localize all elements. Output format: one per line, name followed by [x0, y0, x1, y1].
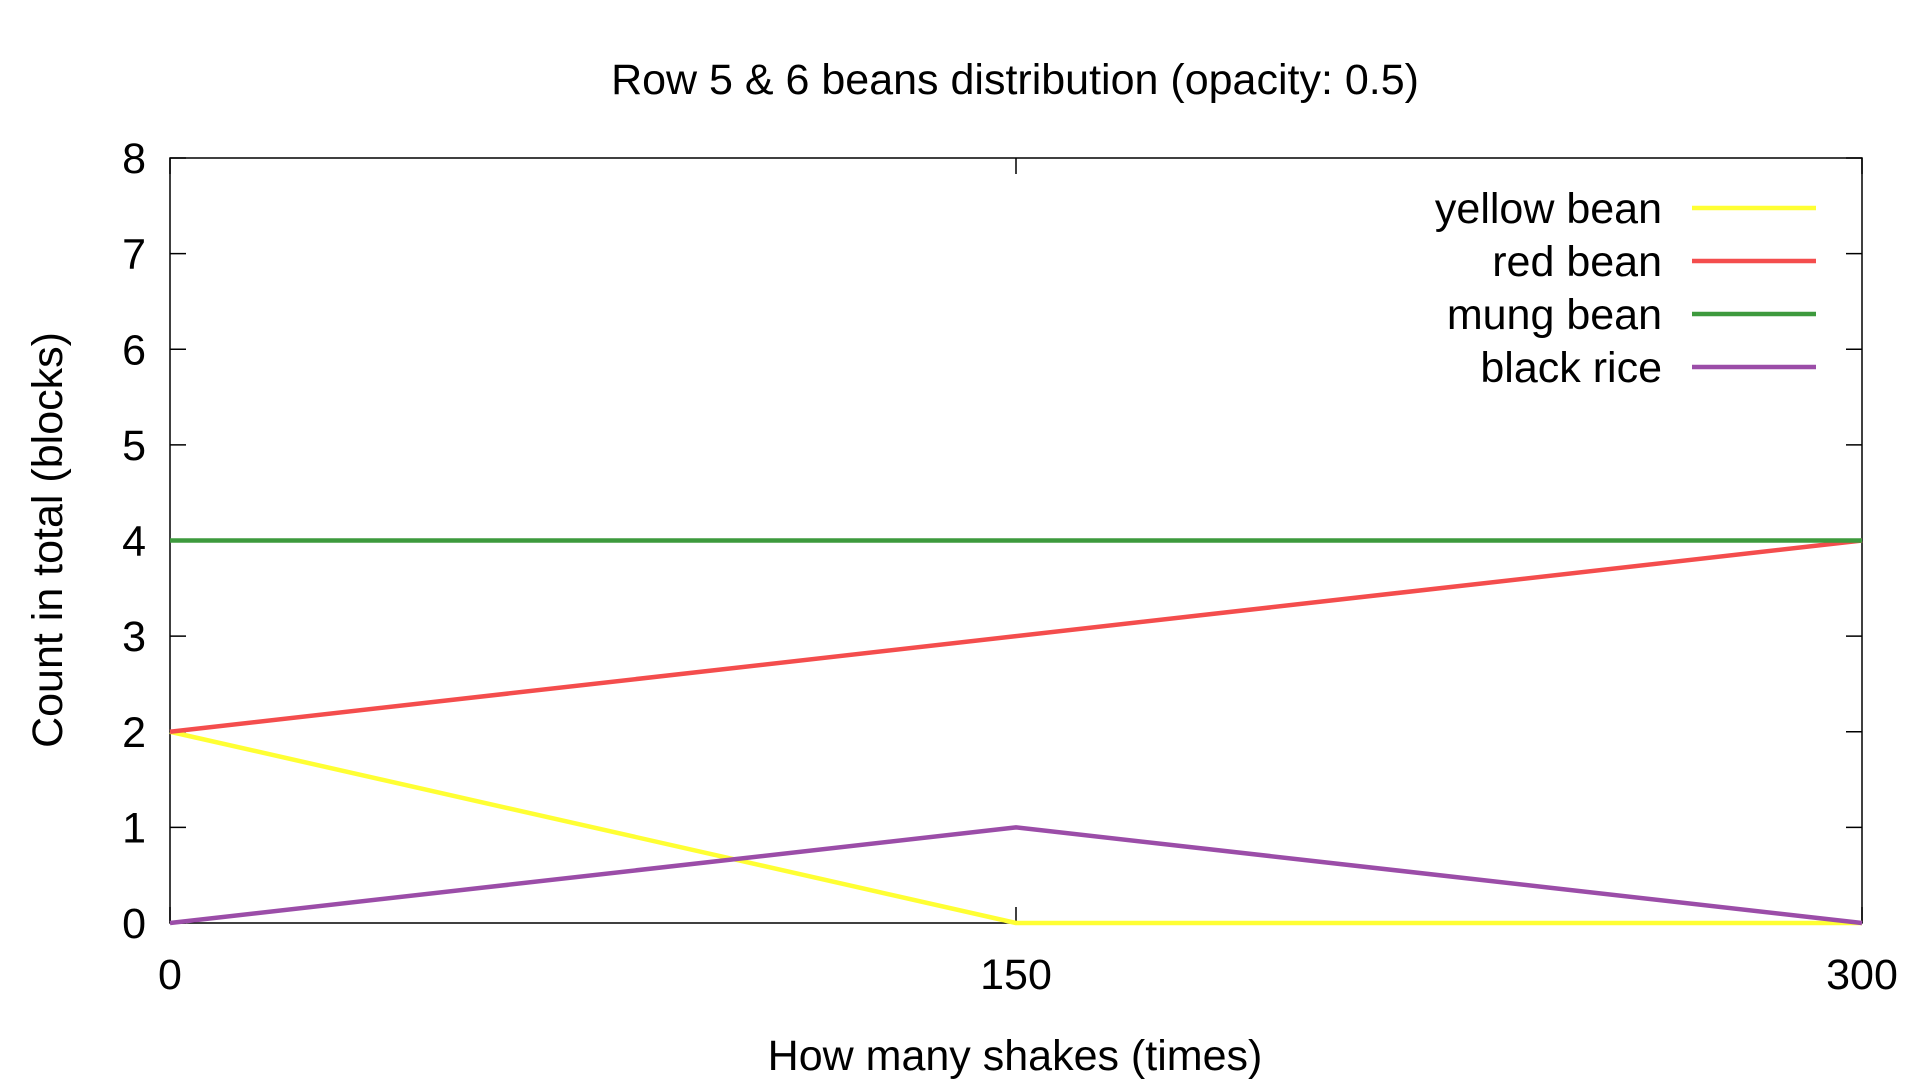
legend-label-black-rice: black rice [1480, 344, 1662, 392]
legend-label-yellow-bean: yellow bean [1435, 185, 1662, 233]
y-tick-label: 1 [122, 804, 146, 852]
y-tick-label: 7 [122, 231, 146, 279]
x-axis-label: How many shakes (times) [768, 1032, 1263, 1080]
legend-label-mung-bean: mung bean [1447, 291, 1662, 339]
series-line-red-bean [169, 538, 1863, 734]
series-lines [169, 538, 1863, 926]
legend-label-red-bean: red bean [1492, 238, 1662, 286]
y-axis-label: Count in total (blocks) [24, 332, 72, 748]
series-line-yellow-bean [169, 729, 1862, 926]
legend: yellow bean red bean mung bean black rice [1435, 185, 1816, 392]
x-tick-label: 300 [1826, 951, 1898, 999]
y-tick-label: 3 [122, 613, 146, 661]
y-tick-label: 0 [122, 900, 146, 948]
axis-tick-labels: 0 1 2 3 4 5 6 7 8 0 150 300 [122, 135, 1898, 999]
x-tick-label: 0 [158, 951, 182, 999]
y-tick-label: 8 [122, 135, 146, 183]
y-tick-label: 6 [122, 326, 146, 374]
x-tick-label: 150 [980, 951, 1052, 999]
y-tick-label: 5 [122, 422, 146, 470]
y-tick-label: 2 [122, 709, 146, 757]
y-tick-label: 4 [122, 518, 146, 566]
chart-title: Row 5 & 6 beans distribution (opacity: 0… [611, 56, 1419, 104]
series-line-black-rice [169, 825, 1863, 926]
